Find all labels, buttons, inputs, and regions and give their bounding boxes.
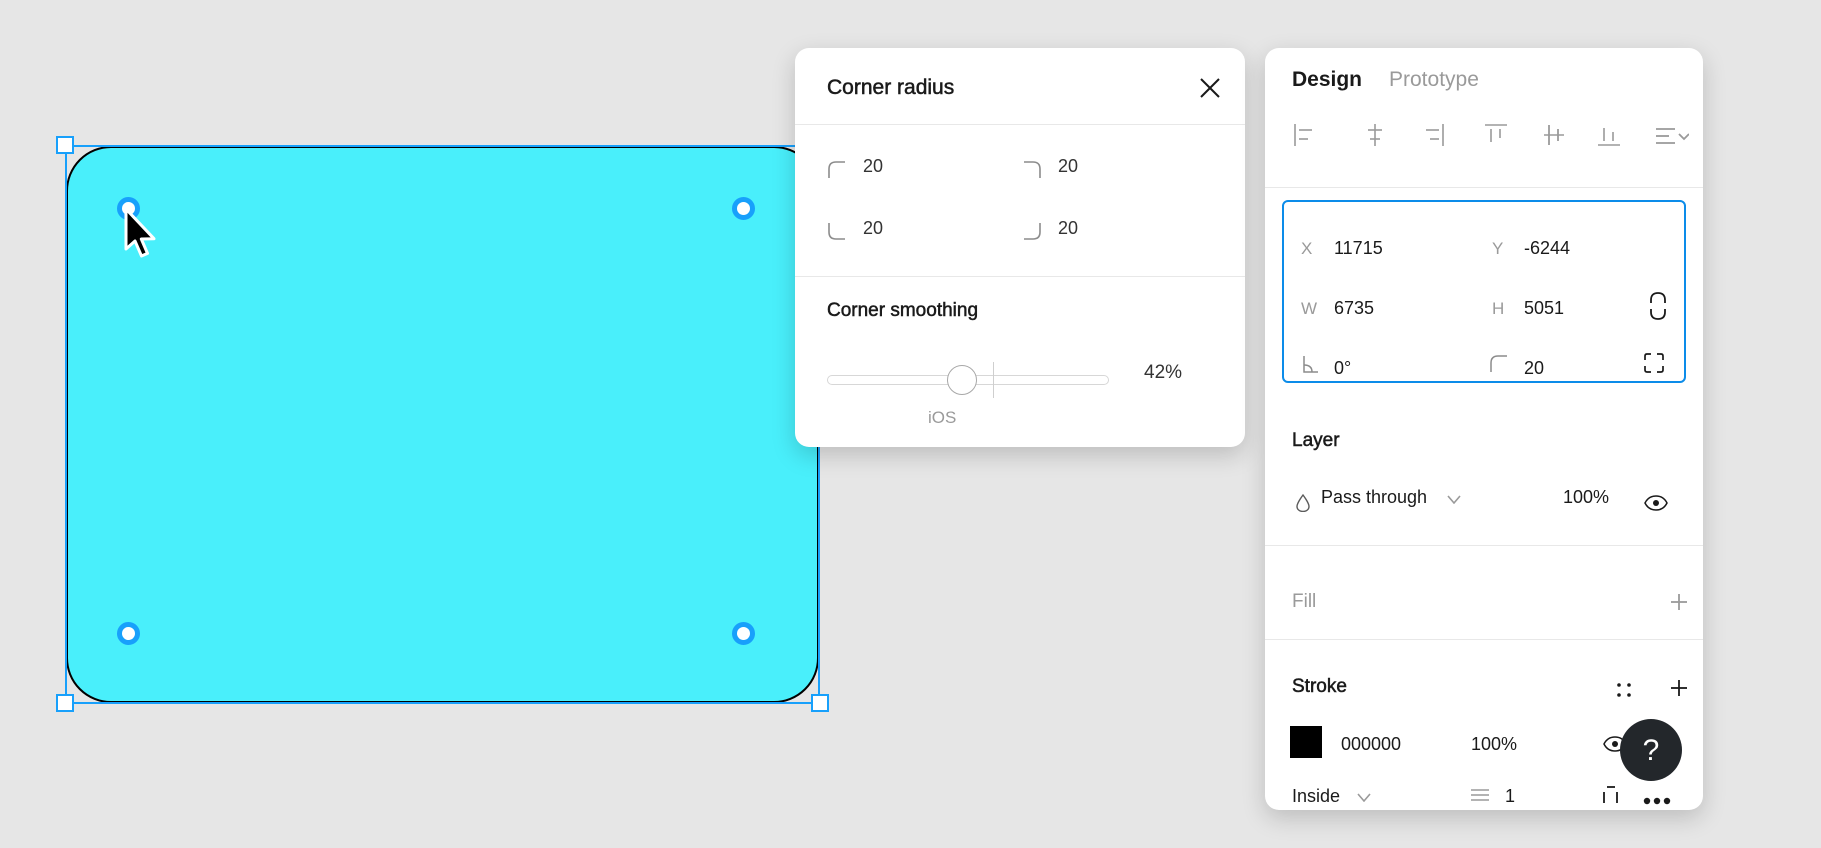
svg-text:?: ? <box>1643 734 1660 767</box>
